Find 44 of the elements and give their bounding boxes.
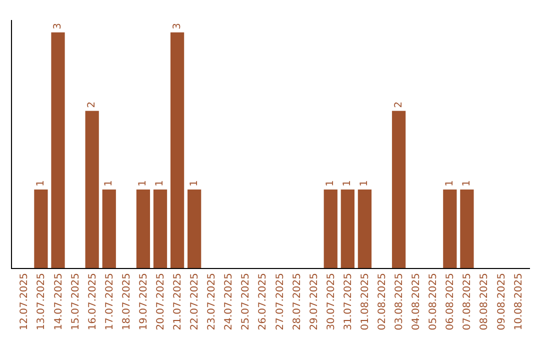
x-tick-label: 07.08.2025 bbox=[462, 273, 474, 330]
data-label: 1 bbox=[138, 180, 149, 186]
data-label: 2 bbox=[86, 102, 98, 108]
x-tick-label: 12.07.2025 bbox=[19, 273, 30, 330]
data-label: 1 bbox=[461, 180, 472, 186]
x-tick-label: 25.07.2025 bbox=[240, 273, 252, 330]
x-tick-label: 09.08.2025 bbox=[496, 273, 508, 330]
data-label: 1 bbox=[444, 180, 456, 186]
x-tick-label: 23.07.2025 bbox=[206, 273, 218, 330]
data-label: 1 bbox=[359, 180, 370, 186]
x-tick-label: 01.08.2025 bbox=[360, 273, 371, 330]
x-tick-label: 02.08.2025 bbox=[377, 273, 388, 330]
x-tick-label: 04.08.2025 bbox=[411, 273, 422, 330]
data-label: 1 bbox=[342, 180, 354, 186]
x-tick-label: 15.07.2025 bbox=[70, 273, 82, 330]
x-tick-label: 29.07.2025 bbox=[308, 273, 320, 330]
x-tick-label: 08.08.2025 bbox=[479, 273, 490, 330]
x-tick-label: 28.07.2025 bbox=[292, 273, 303, 330]
x-tick-label: 20.07.2025 bbox=[155, 273, 166, 330]
x-tick-label: 22.07.2025 bbox=[190, 273, 201, 330]
data-label: 1 bbox=[188, 180, 200, 186]
x-tick-label: 05.08.2025 bbox=[428, 273, 440, 330]
x-tick-label: 10.08.2025 bbox=[513, 273, 524, 330]
x-tick-label: 18.07.2025 bbox=[121, 273, 132, 330]
x-tick-label: 16.07.2025 bbox=[87, 273, 98, 330]
x-tick-label: 26.07.2025 bbox=[258, 273, 269, 330]
x-tick-label: 24.07.2025 bbox=[224, 273, 235, 330]
data-label: 1 bbox=[154, 180, 166, 186]
x-tick-label: 17.07.2025 bbox=[104, 273, 116, 330]
x-tick-label: 14.07.2025 bbox=[53, 273, 64, 330]
data-label: 2 bbox=[393, 102, 404, 108]
data-label: 1 bbox=[325, 180, 336, 186]
x-tick-label: 19.07.2025 bbox=[138, 273, 150, 330]
x-tick-label: 31.07.2025 bbox=[342, 273, 354, 330]
x-tick-label: 30.07.2025 bbox=[326, 273, 337, 330]
data-label: 1 bbox=[104, 180, 115, 186]
data-label: 1 bbox=[35, 180, 46, 186]
data-label: 3 bbox=[172, 23, 183, 30]
x-tick-label: 13.07.2025 bbox=[36, 273, 48, 330]
x-tick-label: 06.08.2025 bbox=[445, 273, 456, 330]
x-tick-label: 21.07.2025 bbox=[172, 273, 184, 330]
x-tick-label: 03.08.2025 bbox=[394, 273, 406, 330]
x-tick-label: 27.07.2025 bbox=[274, 273, 286, 330]
data-label: 3 bbox=[52, 23, 64, 30]
